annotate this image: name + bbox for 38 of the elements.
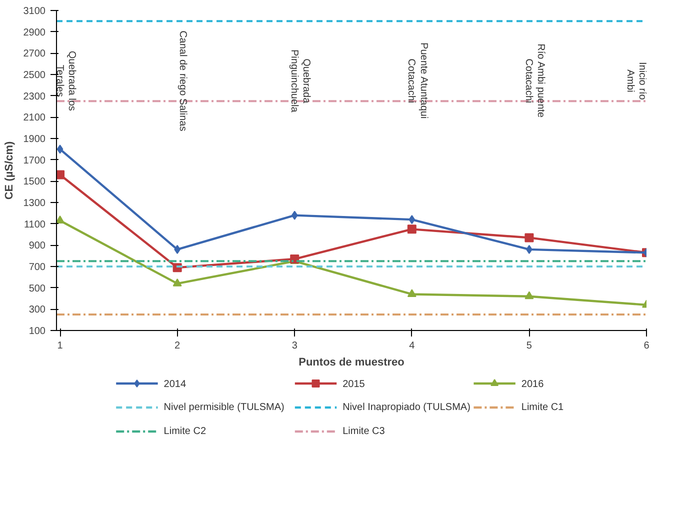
x-tick-label: 3 [292,340,298,352]
y-tick-label: 2500 [23,70,46,81]
x-axis-title: Puntos de muestreo [298,356,405,368]
annotation: Quebrada los Terales [54,50,77,111]
annotation: Inicio río Ambi [624,62,648,100]
x-tick-label: 4 [409,340,416,352]
legend-label: Limite C2 [164,426,206,437]
y-tick-label: 1900 [23,134,46,145]
y-tick-label: 900 [28,240,46,252]
legend-label: 2015 [342,379,366,390]
annotation: Río Ambi puente Cotacachi [522,44,546,118]
y-axis-title: CE (µS/cm) [3,141,16,200]
annotation: Puente Atuntaqui Cotacachi [406,42,429,119]
y-tick-label: 2100 [23,112,46,124]
y-tick-label: 2700 [23,48,46,60]
x-tick-label: 2 [174,340,181,352]
y-tick-label: 500 [28,283,46,294]
legend-label: Nivel permisible (TULSMA) [164,402,284,413]
legend-label: 2014 [164,379,186,390]
y-tick-label: 2300 [23,91,46,102]
x-tick-label: 5 [526,340,532,352]
y-tick-label: 2900 [23,27,46,38]
y-tick-label: 1700 [23,155,46,166]
legend-label: Nivel Inapropiado (TULSMA) [342,402,470,413]
y-tick-label: 1500 [23,176,46,188]
legend-label: Limite C3 [342,426,386,437]
y-tick-label: 300 [28,304,46,316]
x-tick-label: 1 [57,340,64,352]
legend-label: 2016 [521,379,544,390]
legend-label: Limite C1 [521,402,564,413]
annotation: Quebrada Pinguinchuela [288,49,312,113]
y-tick-label: 3100 [23,6,46,17]
annotation: Canal de riego Salinas [177,30,188,132]
y-tick-label: 1300 [23,198,46,209]
y-tick-label: 100 [28,326,46,337]
y-tick-label: 700 [28,262,46,273]
x-tick-label: 6 [644,340,650,352]
y-tick-label: 1100 [24,219,46,230]
